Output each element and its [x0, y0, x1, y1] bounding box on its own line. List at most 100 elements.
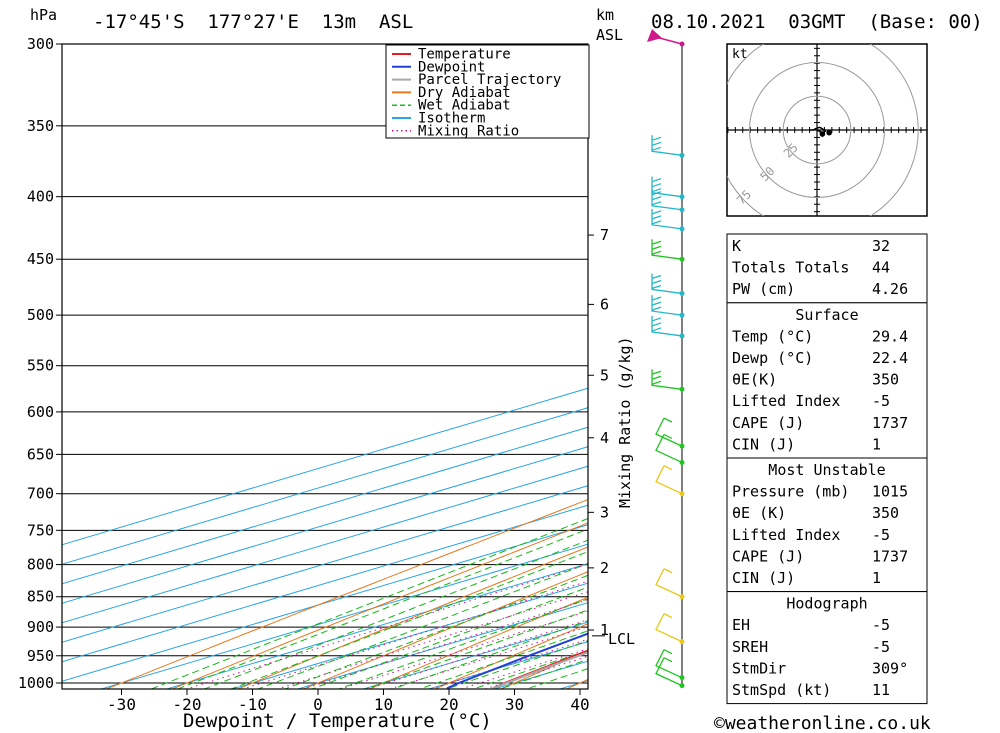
wind-barb-tick: [651, 188, 662, 193]
mixing-ratio-lines: [184, 563, 588, 689]
mixing-ratio-line: [184, 563, 588, 689]
wind-barb-tick: [651, 136, 662, 141]
wind-level-dot: [679, 290, 685, 296]
wind-level-dot: [679, 459, 685, 465]
km-unit-label: km: [596, 6, 614, 24]
wind-level-dot: [679, 226, 685, 232]
wind-barb: [655, 657, 683, 687]
wet-adiabat-line: [391, 620, 588, 689]
wind-barb-tick: [651, 370, 662, 375]
dry-adiabat-lines: [105, 7, 1000, 709]
table-row-label: StmSpd (kt): [732, 681, 831, 699]
km-tick-label: 7: [600, 226, 609, 244]
wind-barb-tick: [651, 215, 662, 220]
wind-barb-tick: [651, 146, 662, 151]
mixing-ratio-axis-label: Mixing Ratio (g/kg): [616, 336, 634, 508]
wind-barb-tick: [663, 613, 673, 619]
table-title: Surface: [795, 306, 858, 324]
plot-area: [62, 7, 1000, 709]
plot-frame: [61, 43, 589, 690]
pressure-tick-label: 400: [27, 188, 54, 206]
table-block: [726, 233, 928, 304]
pressure-tick-label: 350: [27, 117, 54, 135]
hodograph-marker: [819, 131, 826, 137]
legend-label: Temperature: [418, 47, 511, 63]
credit-text: ©weatheronline.co.uk: [714, 713, 931, 733]
table-row-value: -5: [872, 638, 890, 656]
wind-level-dot: [679, 386, 685, 392]
pressure-tick-label: 300: [27, 35, 54, 53]
dry-adiabat-line: [302, 571, 588, 689]
wind-level-dot: [679, 491, 685, 497]
table-row-value: -5: [872, 392, 890, 410]
dry-adiabat-line: [368, 596, 588, 689]
wind-level-dot: [679, 41, 685, 47]
wind-barb-tick: [651, 178, 662, 183]
table-block: [726, 302, 928, 459]
wind-barb-tick: [651, 322, 662, 327]
pressure-tick-label: 500: [27, 306, 54, 324]
wet-adiabat-lines: [149, 517, 588, 689]
asl-unit-label: ASL: [596, 26, 623, 44]
wind-barb: [655, 417, 683, 447]
location-title: -17°45'S 177°27'E 13m ASL: [93, 11, 413, 33]
hodograph-unit: kt: [732, 47, 748, 62]
table-row-value: 44: [872, 259, 890, 277]
dry-adiabat-line: [170, 522, 588, 689]
pressure-tick-label: 600: [27, 403, 54, 421]
dry-adiabat-line: [105, 499, 588, 689]
legend-label: Dry Adiabat: [418, 85, 511, 101]
table-row-label: CIN (J): [732, 569, 795, 587]
wet-adiabat-line: [337, 598, 588, 689]
wind-barb-tick: [651, 183, 662, 188]
table-row-value: 1: [872, 569, 881, 587]
pressure-tick-label: 900: [27, 618, 54, 636]
wind-barb-tick: [651, 274, 662, 280]
legend-box: [385, 44, 590, 139]
wind-barb: [655, 568, 683, 598]
wind-barb: [651, 273, 683, 295]
parameter-tables: K 32 Totals Totals 44 PW (cm) 4.26 Surface Temp…: [726, 233, 928, 705]
wind-barb-tick: [663, 465, 673, 471]
table-row-value: 4.26: [872, 280, 908, 298]
pressure-tick-label: 650: [27, 445, 54, 463]
wind-barb-tick: [651, 380, 662, 385]
table-row-label: CIN (J): [732, 435, 795, 453]
table-row-label: Totals Totals: [732, 259, 849, 277]
wet-adiabat-line: [176, 528, 588, 689]
wet-adiabat-line: [310, 586, 588, 689]
wind-barb: [655, 434, 683, 464]
wind-barb: [651, 369, 683, 390]
wind-barb-tick: [651, 317, 662, 322]
dry-adiabat-line: [920, 7, 1000, 709]
isotherm-line: [230, 582, 588, 689]
wind-level-dot: [679, 194, 685, 200]
km-tick-label: 2: [600, 559, 609, 577]
km-tick-label: 5: [600, 366, 609, 384]
dry-adiabat-line: [987, 7, 1000, 709]
x-tick-label: 30: [505, 695, 524, 714]
legend-label: Isotherm: [418, 111, 485, 127]
km-tick-label: 4: [600, 429, 609, 447]
km-tick-label: 1: [600, 621, 609, 639]
wind-barb: [651, 208, 683, 230]
wind-barb: [651, 295, 683, 316]
pressure-tick-label: 800: [27, 556, 54, 574]
wind-barb-tick: [651, 196, 662, 201]
wind-barb: [651, 135, 683, 156]
table-row-value: 1015: [872, 483, 908, 501]
wind-barb: [651, 189, 683, 211]
table-title: Most Unstable: [768, 461, 885, 479]
pressure-tick-label: 1000: [18, 674, 54, 692]
hodograph-ring: [782, 95, 852, 165]
table-row-label: StmDir: [732, 659, 786, 677]
wind-barb-tick: [663, 649, 673, 655]
pressure-tick-label: 700: [27, 485, 54, 503]
wind-barb-tick: [663, 417, 673, 423]
axes: 3003504004505005506006507007508008509009…: [18, 35, 590, 714]
hodograph-marker: [826, 129, 832, 136]
legend-label: Parcel Trajectory: [418, 72, 561, 88]
wind-level-dot: [679, 443, 685, 449]
